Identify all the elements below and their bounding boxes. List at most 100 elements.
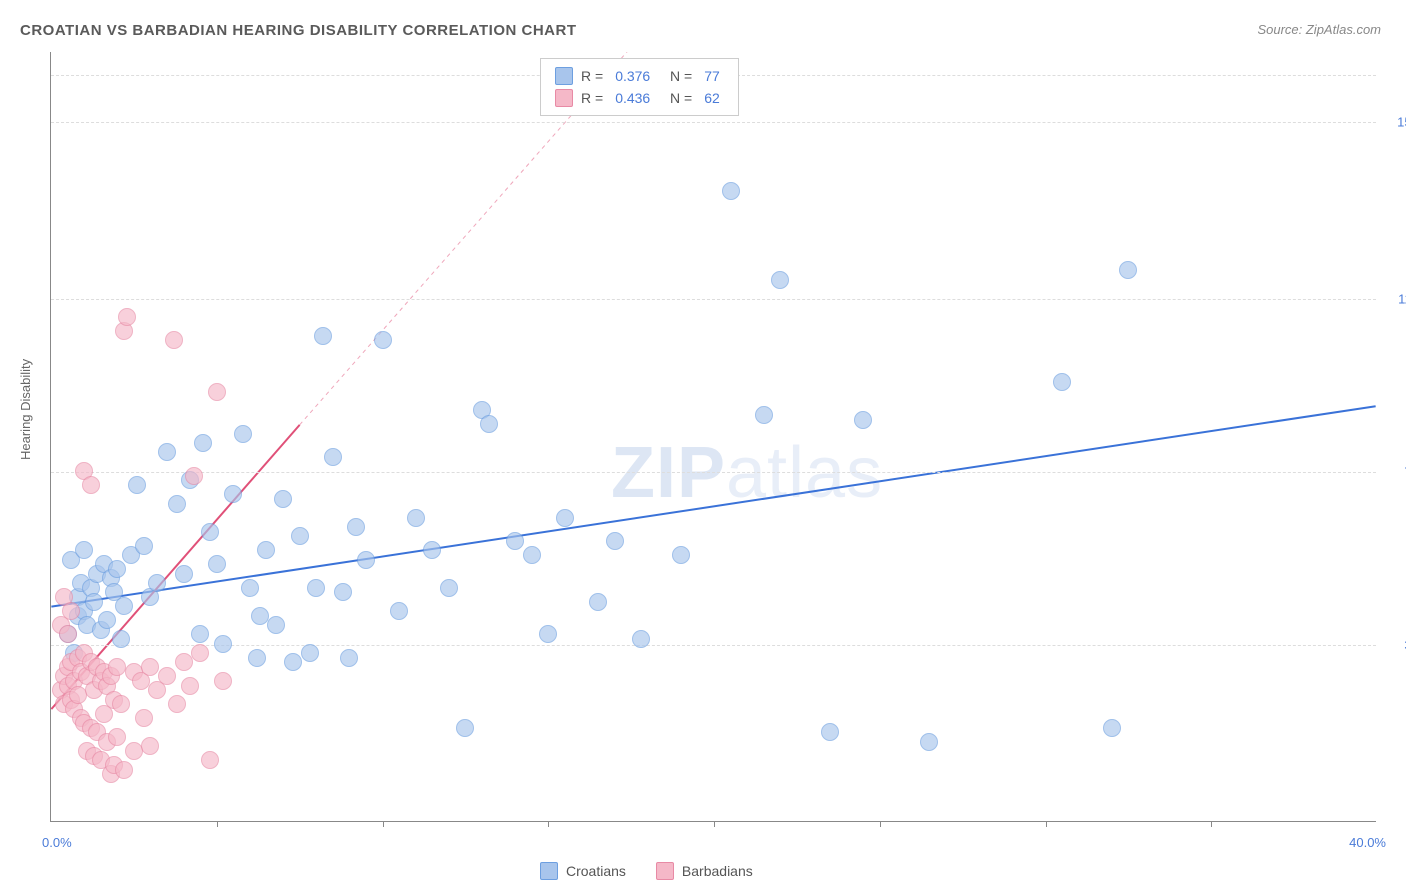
scatter-point <box>208 555 226 573</box>
xtick <box>1046 821 1047 827</box>
xaxis-min-label: 0.0% <box>42 835 72 850</box>
scatter-point <box>175 653 193 671</box>
source-attribution: Source: ZipAtlas.com <box>1257 22 1381 37</box>
scatter-point <box>158 667 176 685</box>
scatter-point <box>158 443 176 461</box>
scatter-point <box>118 308 136 326</box>
scatter-point <box>1103 719 1121 737</box>
scatter-point <box>224 485 242 503</box>
scatter-point <box>185 467 203 485</box>
series-legend: Croatians Barbadians <box>540 862 753 880</box>
scatter-point <box>59 625 77 643</box>
xtick <box>548 821 549 827</box>
scatter-point <box>62 602 80 620</box>
scatter-point <box>175 565 193 583</box>
legend-row: R = 0.436 N = 62 <box>555 87 724 109</box>
scatter-point <box>234 425 252 443</box>
scatter-point <box>390 602 408 620</box>
scatter-point <box>920 733 938 751</box>
series-legend-item: Barbadians <box>656 862 753 880</box>
legend-swatch <box>656 862 674 880</box>
scatter-point <box>75 541 93 559</box>
scatter-point <box>208 383 226 401</box>
scatter-point <box>291 527 309 545</box>
gridline <box>51 122 1376 123</box>
scatter-point <box>440 579 458 597</box>
scatter-point <box>125 742 143 760</box>
scatter-point <box>523 546 541 564</box>
scatter-point <box>334 583 352 601</box>
xtick <box>714 821 715 827</box>
gridline <box>51 299 1376 300</box>
scatter-point <box>506 532 524 550</box>
legend-row: R = 0.376 N = 77 <box>555 65 724 87</box>
legend-n-label: N = <box>662 90 692 106</box>
scatter-point <box>194 434 212 452</box>
ytick-label: 15.0% <box>1397 115 1406 130</box>
xtick <box>880 821 881 827</box>
scatter-point <box>135 709 153 727</box>
chart-plot-area: ZIPatlas 3.8%7.5%11.2%15.0% <box>50 52 1376 822</box>
scatter-point <box>374 331 392 349</box>
scatter-point <box>347 518 365 536</box>
scatter-point <box>115 597 133 615</box>
scatter-point <box>556 509 574 527</box>
legend-n-value: 62 <box>704 90 720 106</box>
scatter-point <box>314 327 332 345</box>
scatter-point <box>112 630 130 648</box>
scatter-point <box>480 415 498 433</box>
xtick <box>383 821 384 827</box>
scatter-point <box>191 625 209 643</box>
scatter-point <box>248 649 266 667</box>
scatter-point <box>85 593 103 611</box>
xaxis-max-label: 40.0% <box>1349 835 1386 850</box>
xtick <box>1211 821 1212 827</box>
scatter-point <box>274 490 292 508</box>
scatter-point <box>1119 261 1137 279</box>
scatter-point <box>632 630 650 648</box>
scatter-point <box>148 574 166 592</box>
scatter-point <box>407 509 425 527</box>
scatter-point <box>112 695 130 713</box>
ytick-label: 11.2% <box>1398 292 1406 307</box>
legend-r-value: 0.376 <box>615 68 650 84</box>
gridline <box>51 472 1376 473</box>
scatter-point <box>267 616 285 634</box>
xtick <box>217 821 218 827</box>
scatter-point <box>241 579 259 597</box>
scatter-point <box>168 495 186 513</box>
legend-swatch <box>555 67 573 85</box>
scatter-point <box>821 723 839 741</box>
stats-legend: R = 0.376 N = 77 R = 0.436 N = 62 <box>540 58 739 116</box>
scatter-point <box>606 532 624 550</box>
scatter-point <box>854 411 872 429</box>
scatter-point <box>201 751 219 769</box>
legend-swatch <box>555 89 573 107</box>
scatter-point <box>423 541 441 559</box>
scatter-point <box>108 658 126 676</box>
scatter-point <box>456 719 474 737</box>
scatter-point <box>771 271 789 289</box>
scatter-point <box>115 761 133 779</box>
series-legend-item: Croatians <box>540 862 626 880</box>
scatter-point <box>128 476 146 494</box>
scatter-point <box>108 560 126 578</box>
scatter-point <box>722 182 740 200</box>
scatter-point <box>214 635 232 653</box>
scatter-point <box>141 658 159 676</box>
scatter-point <box>257 541 275 559</box>
yaxis-title: Hearing Disability <box>18 359 33 460</box>
scatter-point <box>539 625 557 643</box>
legend-n-label: N = <box>662 68 692 84</box>
scatter-point <box>214 672 232 690</box>
legend-r-label: R = <box>581 68 603 84</box>
scatter-point <box>82 476 100 494</box>
scatter-point <box>340 649 358 667</box>
legend-r-value: 0.436 <box>615 90 650 106</box>
scatter-point <box>284 653 302 671</box>
scatter-point <box>168 695 186 713</box>
scatter-point <box>69 686 87 704</box>
scatter-point <box>672 546 690 564</box>
scatter-point <box>98 611 116 629</box>
scatter-point <box>307 579 325 597</box>
